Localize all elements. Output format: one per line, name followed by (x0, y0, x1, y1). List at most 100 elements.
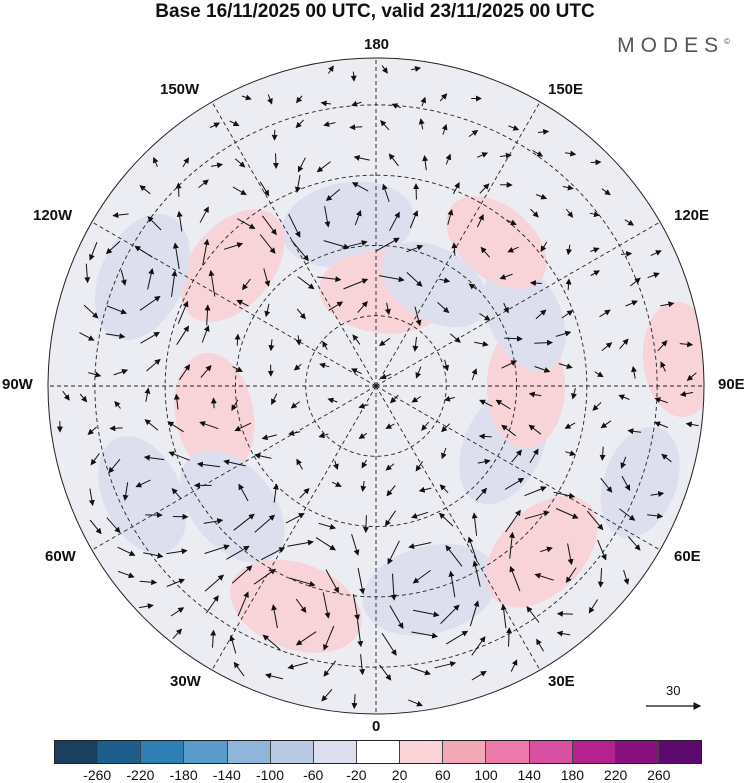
wind-arrow (351, 100, 362, 107)
wind-arrow (357, 567, 366, 595)
wind-arrow (475, 487, 488, 501)
wind-arrow (599, 309, 611, 318)
wind-arrow (172, 242, 180, 270)
wind-arrow (229, 120, 240, 127)
meridian-line (375, 221, 661, 387)
wind-arrow (316, 161, 331, 173)
wind-arrow (170, 607, 185, 617)
wind-arrow (168, 451, 190, 461)
wind-arrow (351, 694, 358, 710)
wind-arrow (501, 424, 517, 437)
wind-arrow (471, 512, 478, 536)
wind-arrow (654, 421, 669, 428)
wind-arrow (265, 672, 284, 680)
wind-arrow (539, 546, 553, 553)
wind-arrow (325, 189, 341, 202)
wind-arrow (411, 396, 422, 403)
wind-arrow (508, 531, 515, 559)
wind-arrow (412, 337, 419, 352)
wind-arrow (510, 659, 518, 672)
wind-arrow (524, 510, 550, 520)
wind-arrow (650, 250, 662, 257)
lon-label-120w: 120W (33, 207, 73, 224)
lon-label-90e: 90E (718, 376, 745, 393)
wind-arrow (469, 600, 480, 627)
wind-arrow (686, 372, 697, 381)
wind-arrow (565, 567, 577, 584)
wind-arrow (88, 371, 102, 378)
wind-arrow (439, 93, 448, 102)
wind-arrow (379, 664, 392, 681)
wind-arrow (558, 363, 573, 369)
wind-arrow (590, 247, 600, 253)
wind-arrow (415, 366, 422, 379)
wind-arrow (263, 268, 271, 287)
wind-arrow (285, 513, 305, 524)
wind-arrow (271, 604, 278, 629)
colorbar-tick-label: -140 (212, 767, 241, 783)
wind-arrow (384, 302, 391, 316)
wind-arrow (83, 304, 99, 319)
colorbar-swatch (227, 741, 271, 763)
wind-arrow (152, 156, 159, 167)
wind-arrow (505, 509, 521, 533)
wind-arrow (449, 333, 461, 343)
wind-arrow (223, 242, 244, 250)
wind-arrow (79, 332, 95, 341)
wind-arrow (506, 219, 517, 226)
wind-arrow (599, 446, 606, 461)
wind-arrow (260, 547, 286, 561)
wind-arrow (323, 121, 336, 127)
wind-arrow (503, 302, 509, 314)
colorbar-tick-label: 100 (474, 767, 498, 783)
wind-arrow (590, 270, 600, 276)
wind-arrow (290, 401, 300, 409)
wind-arrow (262, 634, 281, 650)
wind-arrow (87, 426, 97, 435)
wind-arrow (422, 155, 429, 171)
wind-arrow (360, 481, 367, 492)
wind-arrow (380, 373, 392, 380)
wind-arrow (445, 630, 469, 645)
colorbar-swatch (486, 741, 530, 763)
wind-arrow (534, 339, 553, 346)
wind-arrow (590, 159, 602, 166)
meridian-line (375, 101, 541, 387)
colorbar-tick-label: -60 (303, 767, 324, 783)
wind-arrow (106, 517, 121, 534)
wind-arrow (202, 238, 210, 266)
wind-arrow (468, 130, 479, 138)
wind-arrow (388, 153, 399, 167)
wind-arrow (526, 606, 540, 623)
wind-arrow (171, 488, 182, 499)
wind-arrow (139, 603, 154, 610)
wind-arrow (135, 479, 151, 488)
wind-arrow (499, 152, 512, 159)
wind-arrow (238, 483, 249, 502)
lon-label-90w: 90W (2, 376, 33, 393)
lon-label-180: 180 (364, 36, 390, 53)
wind-arrow (620, 456, 627, 469)
wind-arrow (471, 368, 478, 381)
wind-arrow (440, 604, 460, 624)
wind-arrow (297, 276, 315, 290)
wind-arrow (443, 359, 450, 372)
wind-arrow (351, 182, 369, 192)
colorbar-swatch (184, 741, 228, 763)
wind-arrow (167, 421, 184, 433)
wind-arrow (625, 300, 638, 307)
wind-arrow (201, 325, 210, 343)
wind-arrow (210, 397, 217, 409)
wind-arrow (679, 390, 694, 397)
wind-arrow (530, 208, 539, 218)
wind-arrow (293, 363, 302, 371)
wind-arrow (378, 337, 390, 347)
wind-arrow (166, 548, 188, 555)
wind-arrow (601, 342, 613, 351)
negative-anomaly (381, 241, 488, 328)
wind-arrow (178, 364, 191, 381)
wind-arrow (443, 395, 455, 402)
wind-arrow (499, 273, 513, 280)
wind-vectors (56, 65, 699, 710)
